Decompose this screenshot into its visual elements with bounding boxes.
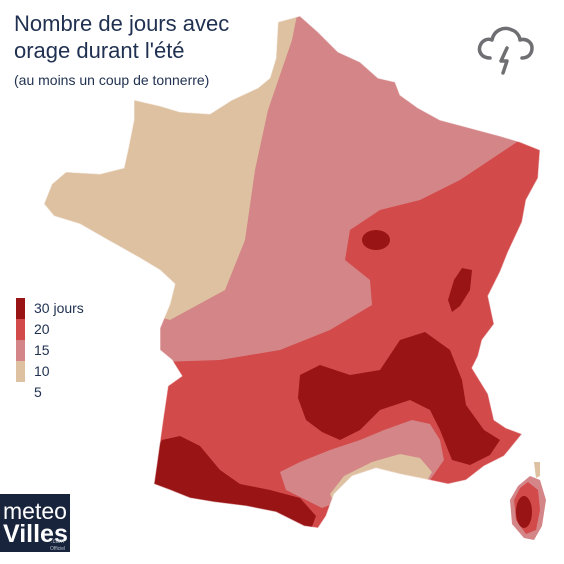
legend-label-5: 5 [34, 384, 42, 400]
corsica [510, 462, 546, 540]
thunderstorm-cloud-icon [477, 26, 534, 75]
map-subtitle: (au moins un coup de tonnerre) [14, 72, 210, 88]
zone-30-spot [362, 230, 390, 250]
logo-tag: Officiel [50, 546, 66, 552]
france-outline [43, 15, 541, 529]
legend-swatch-15 [16, 340, 25, 361]
logo-word-meteo: meteo [3, 498, 67, 524]
corsica-cap [534, 462, 540, 478]
legend-swatch-20 [16, 319, 25, 340]
zone-30-alps [298, 332, 500, 465]
legend-label-15: 15 [34, 342, 50, 358]
legend-label-30: 30 jours [34, 300, 84, 316]
legend-swatch-5 [16, 382, 25, 403]
legend-label-10: 10 [34, 363, 50, 379]
meteovilles-logo[interactable]: meteo Villes .com Officiel [0, 494, 70, 552]
zone-30-jura [448, 268, 472, 312]
logo-word-villes: Villes [3, 520, 68, 548]
map-title-block: Nombre de jours avec orage durant l'été … [14, 10, 229, 90]
map-title-line-2: orage durant l'été [14, 38, 185, 63]
map-title-line-1: Nombre de jours avec [14, 11, 230, 36]
corsica-zone-30 [516, 496, 532, 528]
zone-30-southwest [150, 436, 316, 528]
legend-label-20: 20 [34, 321, 50, 337]
legend-swatch-10 [16, 361, 25, 382]
logo-suffix: .com [51, 539, 65, 545]
legend-swatch-30 [16, 298, 25, 319]
